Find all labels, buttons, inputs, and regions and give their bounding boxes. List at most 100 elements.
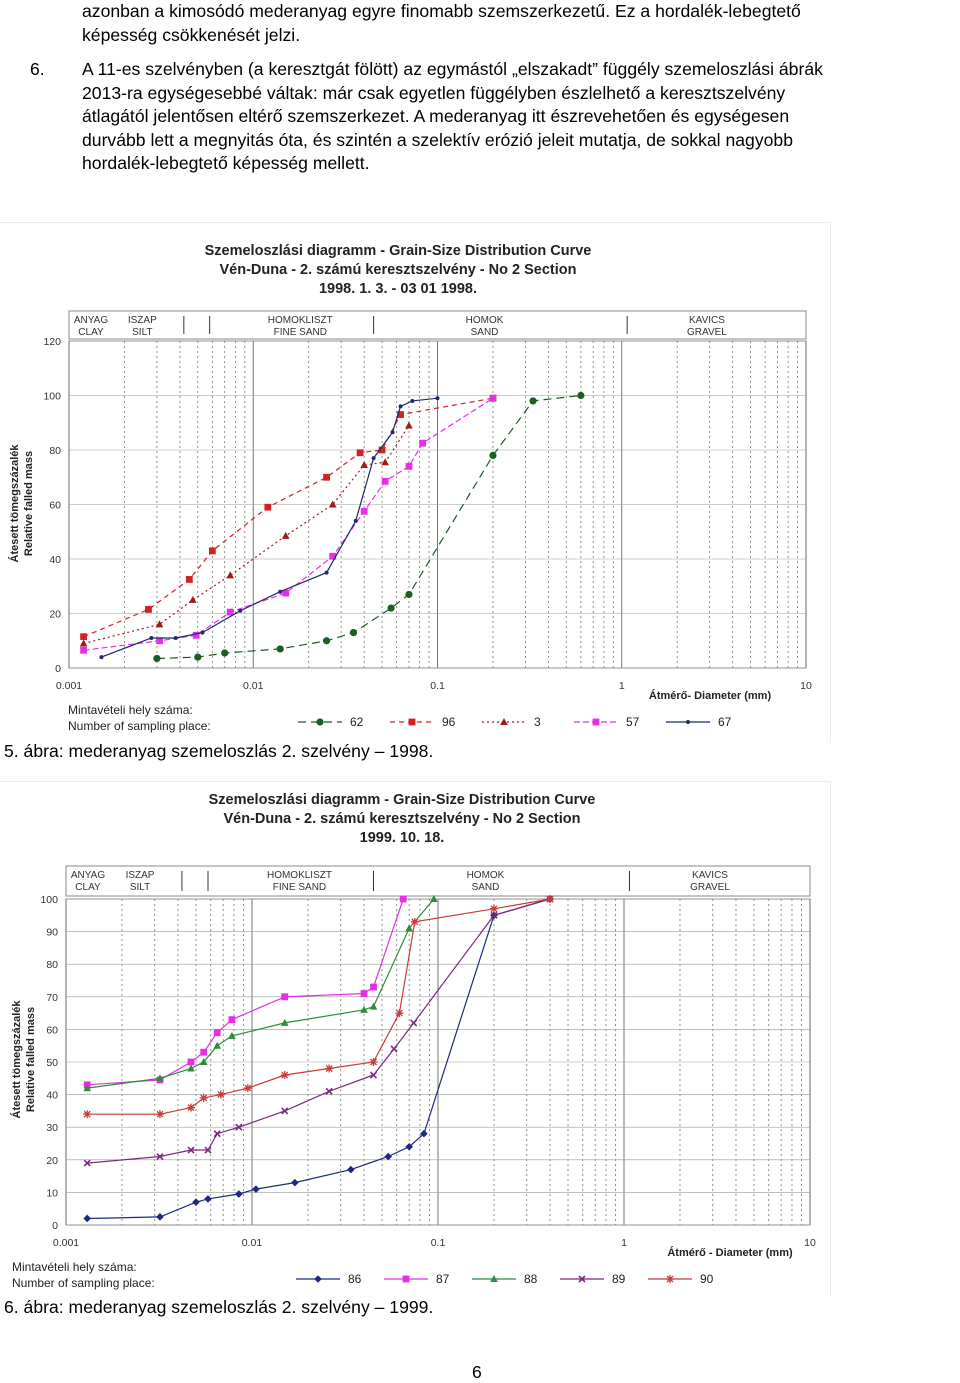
data-point [226, 571, 235, 579]
data-point [192, 1198, 200, 1206]
data-point [369, 1058, 378, 1066]
text-line: képesség csökkenését jelzi. [82, 24, 301, 45]
class-label-hu: KAVICS [689, 315, 725, 326]
data-point [156, 637, 163, 645]
x-tick-label: 0.001 [53, 1237, 79, 1249]
data-point [156, 1152, 164, 1161]
y-tick-label: 80 [46, 959, 58, 971]
data-point [489, 394, 497, 402]
series-90 [83, 895, 554, 1119]
data-point [83, 1159, 91, 1167]
data-point [213, 1029, 221, 1037]
page-number: 6 [472, 1362, 482, 1382]
data-point [200, 1048, 208, 1056]
y-tick-label: 50 [46, 1057, 58, 1069]
y-tick-label: 10 [46, 1187, 58, 1199]
figure-1998: Szemeloszlási diagramm - Grain-Size Dist… [0, 222, 831, 743]
legend-title-en: Number of sampling place: [12, 1276, 155, 1290]
data-point [216, 1090, 225, 1099]
figure-caption-1: 5. ábra: mederanyag szemeloszlás 2. szel… [4, 741, 434, 761]
data-point [489, 451, 497, 460]
data-point [79, 639, 88, 647]
y-tick-label: 100 [40, 894, 58, 906]
data-point [347, 1165, 355, 1174]
data-point [155, 1110, 164, 1119]
class-label-en: SAND [472, 882, 500, 893]
data-point [398, 404, 403, 409]
series-88 [83, 895, 438, 1092]
class-label-en: CLAY [75, 882, 101, 893]
class-label-en: CLAY [78, 327, 104, 338]
data-point [419, 439, 426, 447]
data-point [156, 1074, 164, 1082]
series-62 [153, 391, 585, 663]
data-point [325, 1064, 334, 1073]
legend-item: 87 [384, 1272, 450, 1286]
data-point [235, 1190, 243, 1198]
y-tick-label: 60 [46, 1024, 58, 1036]
x-tick-label: 0.001 [56, 680, 82, 692]
data-point [353, 518, 358, 523]
y-tick-label: 100 [43, 391, 61, 403]
y-tick-label: 80 [49, 445, 61, 457]
chart-title: Szemeloszlási diagramm - Grain-Size Dist… [205, 243, 592, 259]
data-point [387, 604, 395, 612]
class-label-hu: KAVICS [692, 870, 728, 881]
data-point [155, 620, 164, 628]
series-89 [83, 895, 554, 1167]
data-point [410, 917, 419, 926]
y-tick-label: 120 [43, 336, 61, 348]
data-point [577, 391, 585, 400]
data-point [325, 1087, 333, 1095]
data-point [153, 654, 161, 663]
data-point [204, 1195, 212, 1203]
class-label-en: GRAVEL [687, 327, 727, 338]
data-point [83, 1084, 91, 1092]
legend-item: 3 [482, 715, 541, 729]
data-point [282, 589, 290, 597]
data-point [360, 507, 368, 515]
series-3 [79, 421, 413, 647]
legend-title: Mintavételi hely száma: [68, 703, 193, 717]
series-line [87, 898, 404, 1086]
data-point [381, 477, 389, 485]
paragraph-item-6: A 11-es szelvényben (a keresztgát fölött… [82, 58, 956, 176]
data-point [435, 396, 440, 401]
figure-1999: Szemeloszlási diagramm - Grain-Size Dist… [0, 781, 831, 1297]
legend-item: 88 [472, 1272, 538, 1286]
class-label-en: SAND [471, 327, 499, 338]
data-point [370, 983, 377, 991]
y-axis-label: Átesett tömegszázalék [10, 1000, 23, 1119]
legend-title-en: Number of sampling place: [68, 719, 211, 733]
y-tick-label: 20 [49, 609, 61, 621]
legend-label: 88 [524, 1272, 538, 1286]
grid-lines [65, 898, 811, 1226]
data-point [213, 1130, 221, 1138]
y-tick-label: 0 [55, 663, 61, 675]
class-label-en: SILT [132, 327, 152, 338]
class-header-box [68, 310, 807, 340]
data-point [369, 1002, 378, 1010]
text-line: A 11-es szelvényben (a keresztgát fölött… [82, 59, 823, 79]
class-label-hu: HOMOKLISZT [268, 315, 333, 326]
x-tick-label: 10 [800, 680, 812, 692]
legend-item: 89 [560, 1272, 626, 1286]
legend-swatch-marker [666, 1275, 674, 1283]
legend-swatch-marker [314, 1275, 322, 1283]
class-label-hu: HOMOKLISZT [267, 870, 332, 881]
x-tick-label: 1 [621, 1237, 627, 1249]
legend-label: 57 [626, 715, 640, 729]
data-point [156, 1213, 164, 1221]
data-point [187, 1064, 195, 1072]
legend-item: 57 [574, 715, 640, 729]
data-point [378, 446, 386, 454]
data-point [149, 636, 154, 641]
series-67 [99, 396, 440, 660]
data-point [264, 503, 272, 511]
data-point [390, 1045, 398, 1053]
legend-label: 3 [534, 715, 541, 729]
text-line: átlagától jelentősen eltérő szemszerkeze… [82, 106, 790, 126]
data-point [291, 1178, 299, 1187]
data-point [199, 1093, 208, 1102]
chart-subtitle: Vén-Duna - 2. számú keresztszelvény - No… [224, 811, 581, 827]
